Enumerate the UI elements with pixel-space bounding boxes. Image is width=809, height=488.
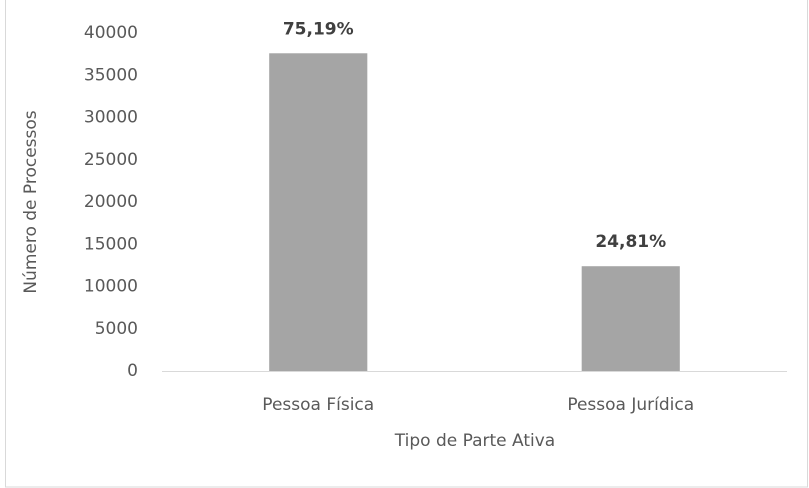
value-label: 24,81% <box>595 232 666 252</box>
bar <box>581 266 680 371</box>
y-tick-label: 40000 <box>84 23 138 43</box>
y-tick-label: 25000 <box>84 150 138 170</box>
y-tick-label: 5000 <box>95 319 138 339</box>
chart-frame <box>5 0 808 488</box>
bar <box>269 53 368 371</box>
x-axis-title: Tipo de Parte Ativa <box>394 431 555 451</box>
y-axis-title: Número de Processos <box>21 110 41 293</box>
y-tick-label: 10000 <box>84 277 138 297</box>
y-tick-label: 30000 <box>84 108 138 128</box>
y-tick-label: 15000 <box>84 234 138 254</box>
y-tick-label: 35000 <box>84 65 138 85</box>
y-tick-label: 0 <box>127 361 138 381</box>
value-label: 75,19% <box>283 19 354 39</box>
x-tick-label: Pessoa Física <box>262 395 374 415</box>
y-tick-label: 20000 <box>84 192 138 212</box>
x-tick-label: Pessoa Jurídica <box>567 395 694 415</box>
